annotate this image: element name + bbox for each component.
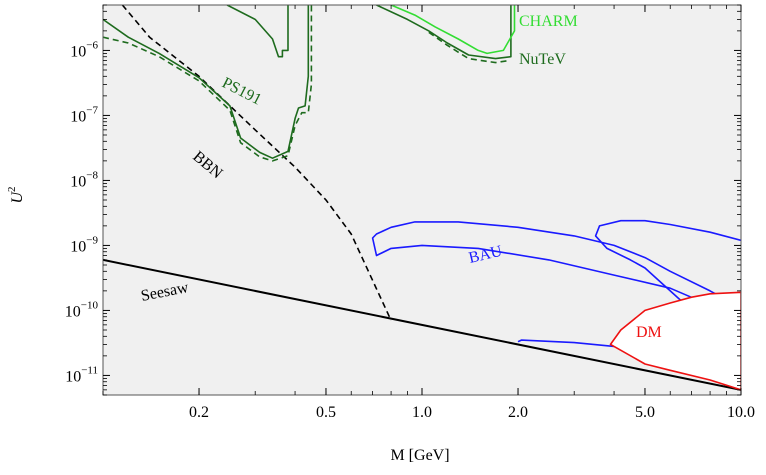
x-tick-label-3: 2.0 xyxy=(508,404,528,421)
x-tick-label-0: 0.2 xyxy=(189,404,209,421)
seesaw-curve-0 xyxy=(103,258,741,391)
x-tick-label-5: 10.0 xyxy=(727,404,755,421)
x-tick-label-2: 1.0 xyxy=(412,404,432,421)
bbn-curve-1 xyxy=(121,5,392,321)
label-dm: DM xyxy=(636,324,662,341)
axes: 0.2 0.5 1.0 2.0 5.0 10.0 10−11 10−10 10−9 10−8 10−… xyxy=(65,4,755,421)
y-tick-label-3: 10−8 xyxy=(70,169,98,190)
label-charm: CHARM xyxy=(519,13,578,30)
y-tick-label-5: 10−6 xyxy=(70,39,98,60)
x-tick-label-1: 0.5 xyxy=(316,404,336,421)
y-axis-label-sup: 2 xyxy=(6,186,18,192)
nutev-curve-5 xyxy=(376,5,512,60)
charm-curve-7 xyxy=(390,5,516,55)
label-nutev: NuTeV xyxy=(519,51,566,68)
x-axis-label: M [GeV] xyxy=(390,447,449,464)
x-tick-label-4: 5.0 xyxy=(635,404,655,421)
y-tick-label-0: 10−11 xyxy=(65,364,98,385)
plot-area xyxy=(102,4,742,396)
y-tick-label-2: 10−9 xyxy=(70,234,98,255)
nutev-curve-6 xyxy=(428,31,510,64)
dm-curve-11 xyxy=(609,291,741,391)
ps191-curve-2 xyxy=(103,5,310,159)
ps191-curve-3 xyxy=(103,5,313,162)
y-tick-label-4: 10−7 xyxy=(70,104,98,125)
y-axis-label: U2 xyxy=(6,186,26,203)
ps191-curve-4 xyxy=(226,5,289,58)
y-tick-label-1: 10−10 xyxy=(65,299,99,320)
y-axis-label-base: U xyxy=(9,191,26,204)
bau-curve-9 xyxy=(594,219,741,326)
